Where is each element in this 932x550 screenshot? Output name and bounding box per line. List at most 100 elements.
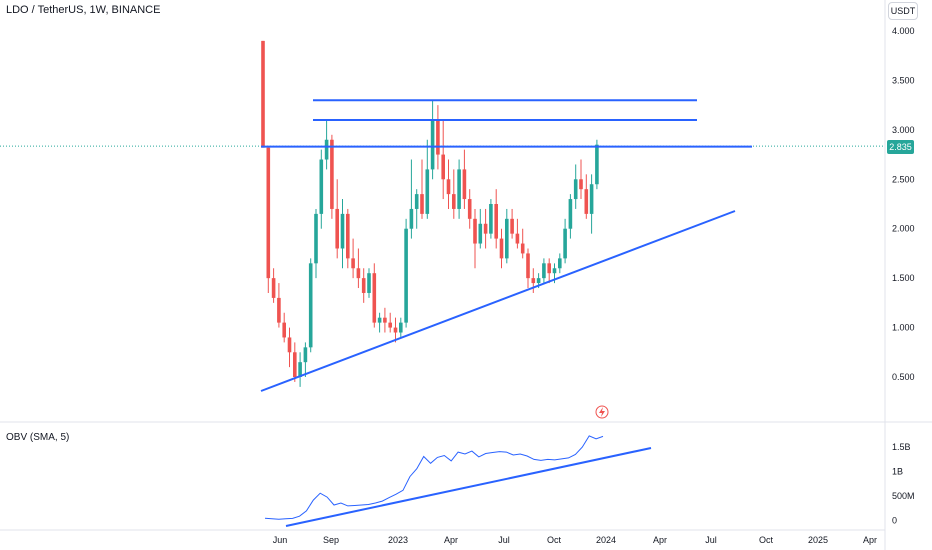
candle-body (377, 317, 382, 323)
candle-body (552, 268, 557, 274)
time-tick-label: Oct (759, 535, 774, 545)
candle-body (568, 199, 573, 229)
candle-body (372, 273, 377, 323)
price-tick-label: 2.500 (892, 174, 915, 184)
time-tick-label: Jun (273, 535, 288, 545)
price-tick-label: 1.000 (892, 323, 915, 333)
candle-body (547, 263, 551, 274)
obv-tick-label: 1.5B (892, 442, 911, 452)
price-tick-label: 2.000 (892, 224, 915, 234)
candle-body (314, 213, 318, 264)
price-tick-label: 3.500 (892, 75, 915, 85)
candle-body (595, 144, 599, 185)
candle-body (346, 213, 350, 259)
candle-body (340, 213, 345, 249)
last-price-tag: 2.835 (887, 140, 914, 154)
candle-body (425, 169, 430, 214)
candle-body (335, 208, 339, 249)
candle-body (330, 139, 334, 209)
candle-body (558, 258, 562, 269)
candle-body (393, 327, 398, 333)
candle-body (489, 204, 493, 234)
candle-body (510, 218, 514, 234)
candle-body (324, 139, 329, 160)
chart-title: LDO / TetherUS, 1W, BINANCE (6, 4, 161, 16)
candle-body (271, 278, 276, 298)
time-tick-label: Apr (863, 535, 877, 545)
candle-body (367, 273, 371, 293)
horizontal-resistance-lines[interactable] (261, 99, 752, 148)
alert-marker[interactable] (595, 405, 609, 419)
candle-body (298, 362, 302, 377)
candle-body (499, 238, 504, 259)
candle-body (420, 194, 424, 214)
candle-body (478, 223, 483, 244)
candle-body (441, 154, 445, 180)
obv-line (264, 435, 604, 520)
candle-body (473, 218, 477, 244)
obv-axis: 1.5B 1B 500M 0 (892, 442, 915, 526)
candle-body (515, 233, 520, 244)
candle-body (494, 204, 498, 239)
time-axis[interactable]: Jun Sep 2023 Apr Jul Oct 2024 Apr Jul Oct 2025 Apr (273, 535, 877, 545)
candle-body (356, 268, 361, 279)
candle-body (383, 317, 387, 323)
candle-body (542, 263, 546, 279)
candle-body (452, 194, 456, 209)
time-tick-label: 2023 (388, 535, 408, 545)
candle-body (446, 179, 451, 195)
candle-body (573, 179, 578, 200)
price-tick-label: 0.500 (892, 372, 915, 382)
candle-body (404, 228, 408, 323)
support-trendline[interactable] (260, 210, 736, 392)
candle-body (457, 169, 461, 209)
candle-body (361, 278, 366, 293)
candle-body (563, 228, 567, 259)
candle-body (505, 218, 509, 259)
time-tick-label: Oct (547, 535, 562, 545)
candle-body (409, 208, 414, 229)
candle-body (430, 119, 435, 170)
currency-button[interactable]: USDT (888, 2, 918, 20)
candle-body (531, 278, 536, 284)
price-axis[interactable]: 4.000 3.500 3.000 2.500 2.000 1.500 1.000 0.500 (892, 26, 915, 382)
time-tick-label: Sep (323, 535, 339, 545)
candle-body (483, 223, 488, 234)
lightning-icon (599, 407, 605, 417)
candle-body (282, 322, 286, 338)
candle-body (536, 278, 541, 284)
candle-body (287, 337, 292, 353)
price-tick-label: 3.000 (892, 125, 915, 135)
candle-body (277, 297, 281, 323)
candle-body (436, 119, 440, 155)
time-tick-label: Apr (653, 535, 667, 545)
obv-tick-label: 500M (892, 491, 915, 501)
time-tick-label: 2025 (808, 535, 828, 545)
time-tick-label: Apr (444, 535, 458, 545)
candle-body (308, 263, 313, 348)
candle-body (467, 199, 472, 219)
candle-body (520, 243, 525, 254)
candle-body (319, 159, 324, 214)
obv-tick-label: 0 (892, 516, 897, 526)
time-tick-label: 2024 (596, 535, 616, 545)
time-tick-label: Jul (498, 535, 510, 545)
obv-tick-label: 1B (892, 467, 903, 477)
candle-body (589, 184, 594, 214)
price-tick-label: 4.000 (892, 26, 915, 36)
candle-body (351, 258, 355, 269)
obv-trendline[interactable] (285, 447, 652, 527)
candle-body (414, 194, 419, 209)
candle-body (261, 40, 265, 148)
candles (261, 40, 599, 387)
candle-body (293, 352, 297, 377)
candle-body (584, 189, 589, 214)
obv-indicator-label[interactable]: OBV (SMA, 5) (6, 432, 70, 443)
candle-body (526, 253, 530, 279)
candle-body (266, 147, 271, 279)
candle-body (462, 169, 467, 200)
price-tick-label: 1.500 (892, 273, 915, 283)
candle-body (303, 347, 308, 363)
candle-body (388, 322, 392, 328)
